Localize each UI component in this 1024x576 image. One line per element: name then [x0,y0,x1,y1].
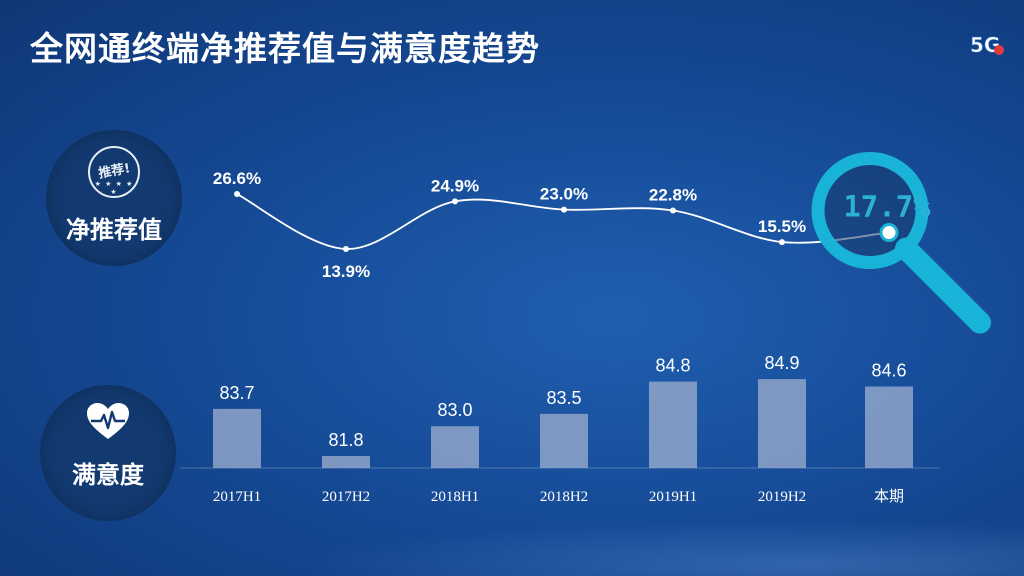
nps-label: 15.5% [758,217,806,236]
heart-pulse-icon [87,403,129,439]
satisfaction-bar [540,413,588,468]
magnifier-handle [895,237,991,334]
satisfaction-bar [865,386,913,468]
nps-point [779,239,785,246]
satisfaction-label: 84.8 [655,356,690,376]
category-label: 2019H1 [649,489,697,505]
category-label: 2018H2 [540,489,588,505]
category-label: 2018H1 [431,489,479,505]
category-label: 2019H2 [758,489,806,505]
5g-logo-icon: 5G [970,33,1004,57]
background-glow [300,520,1024,576]
page-title: 全网通终端净推荐值与满意度趋势 [30,29,540,68]
magnifier-ring [811,152,929,270]
nps-label: 23.0% [540,185,588,204]
nps-label: 净推荐值 [66,216,162,244]
satisfaction-bar [431,426,479,468]
nps-label: 22.8% [649,185,697,204]
nps-point [670,207,676,214]
satisfaction-bar [758,379,806,468]
satisfaction-label: 81.8 [328,430,363,450]
satisfaction-label: 83.7 [219,383,254,403]
nps-badge: 推荐! ★ ★ ★ ★ ★ 净推荐值 [46,130,182,266]
nps-label: 13.9% [322,262,370,281]
nps-label: 26.6% [213,169,261,188]
satisfaction-bar [213,408,261,468]
recommend-stamp-icon: 推荐! ★ ★ ★ ★ ★ [88,146,140,198]
satisfaction-label: 83.0 [437,400,472,420]
nps-point-highlight [879,223,899,243]
satisfaction-label: 满意度 [72,461,144,489]
satisfaction-label: 84.9 [764,353,799,373]
satisfaction-label: 84.6 [871,361,906,381]
satisfaction-label: 83.5 [546,388,581,408]
nps-point [452,198,458,205]
nps-label-highlight: 17.7% [843,190,931,224]
satisfaction-bar [649,381,697,468]
category-label: 2017H2 [322,489,370,505]
satisfaction-bar [322,456,370,468]
satisfaction-badge: 满意度 [40,385,176,521]
category-label: 本期 [874,488,904,505]
nps-label: 24.9% [431,176,479,195]
nps-point [234,191,240,198]
nps-point [343,246,349,252]
stamp-stars: ★ ★ ★ ★ ★ [94,180,134,196]
category-label: 2017H1 [213,489,261,505]
nps-point [561,206,567,213]
